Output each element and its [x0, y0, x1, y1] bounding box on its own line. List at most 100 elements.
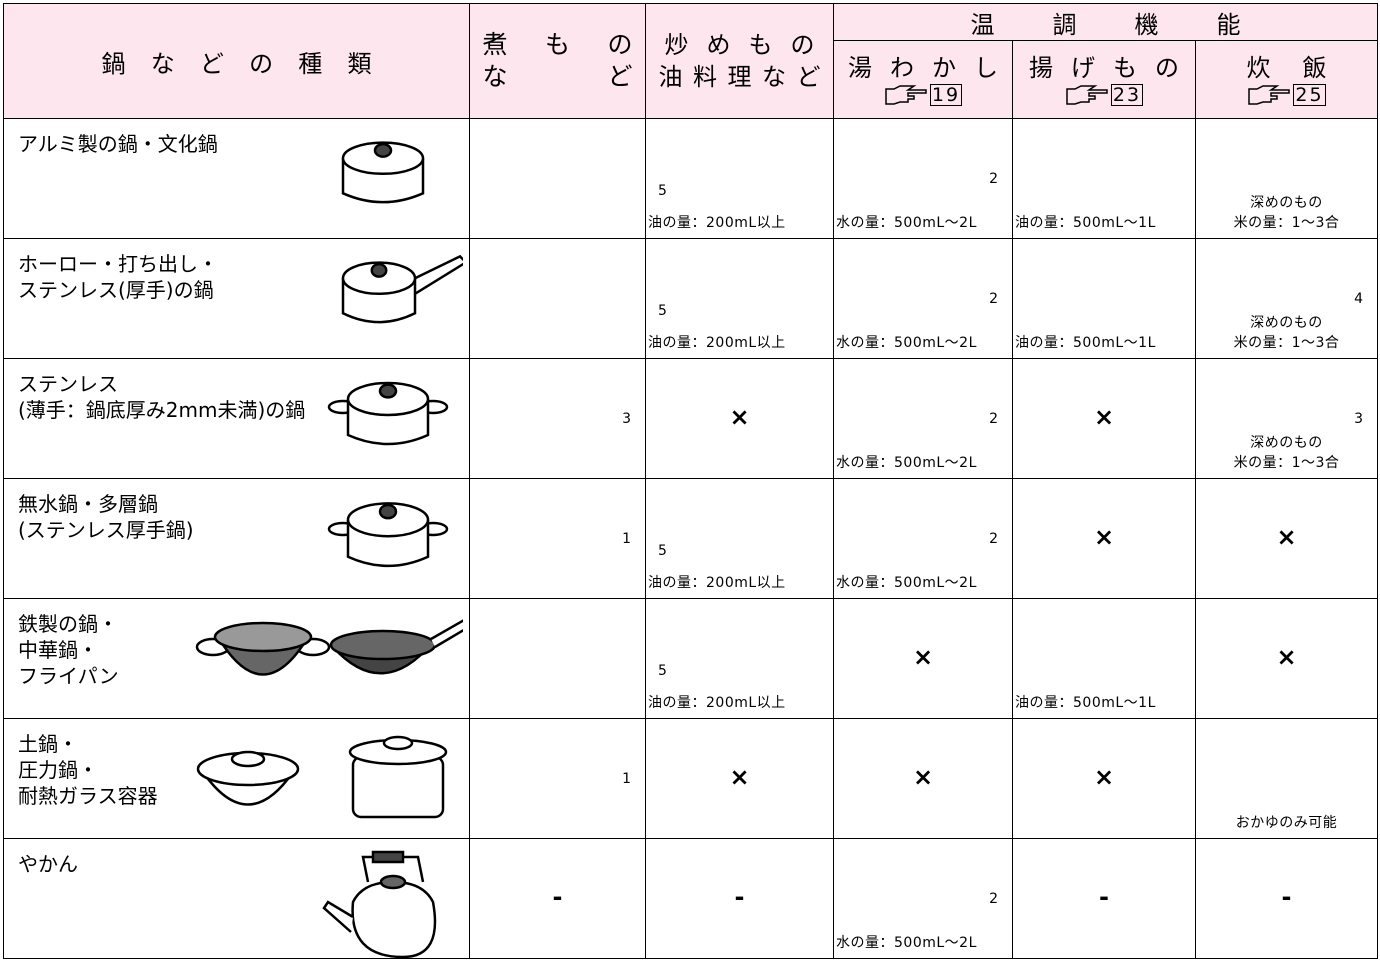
type-cell: 無水鍋・多層鍋 (ステンレス厚手鍋): [3, 478, 470, 599]
header-text: 揚げもの: [1029, 54, 1179, 82]
availability-mark: ×: [1093, 763, 1115, 791]
condition-line: 油の量：200mL以上: [648, 335, 786, 351]
value-cell: おかゆのみ可能: [1194, 718, 1379, 839]
header-nimono: 煮もの など: [469, 3, 646, 119]
value-cell: 5 油の量：200mL以上: [645, 478, 834, 599]
value-cell: ×: [1194, 478, 1379, 599]
condition-text: 深めのもの 米の量：1～3合: [1196, 432, 1377, 472]
value-cell: -: [645, 838, 834, 959]
condition-line: 水の量：500mL～2L: [836, 215, 977, 231]
value-cell: ×: [1012, 718, 1196, 839]
table-row: ホーロー・打ち出し・ ステンレス(厚手)の鍋 5 油の量：200mL以上 2 水の量：5…: [3, 238, 1379, 359]
condition-line: 水の量：500mL～2L: [836, 575, 977, 591]
type-cell: やかん: [3, 838, 470, 959]
type-name-line: ステンレス(厚手)の鍋: [18, 278, 214, 302]
type-name-line: フライパン: [18, 664, 119, 688]
availability-mark: ×: [1276, 643, 1297, 671]
footnote-ref: 2: [989, 531, 998, 547]
value-cell: 5 油の量：200mL以上: [645, 598, 834, 719]
footnote-ref: 5: [658, 663, 667, 679]
value-cell: [469, 238, 646, 359]
header-text: 煮もの: [482, 30, 633, 59]
condition-text: 水の量：500mL～2L: [836, 572, 977, 592]
type-name-line: 鉄製の鍋・: [18, 612, 118, 636]
condition-line: 水の量：500mL～2L: [836, 455, 977, 471]
availability-mark: -: [1281, 883, 1292, 911]
ref-icon: [1066, 85, 1108, 105]
type-name: 無水鍋・多層鍋 (ステンレス厚手鍋): [18, 491, 194, 543]
type-name: ホーロー・打ち出し・ ステンレス(厚手)の鍋: [18, 251, 218, 303]
pot-illustration: [327, 502, 449, 568]
type-name-line: ホーロー・打ち出し・: [18, 252, 218, 276]
header-text: 炊飯: [1246, 54, 1327, 82]
header-text: 鍋などの種類: [101, 49, 372, 78]
condition-text: 油の量：500mL～1L: [1015, 332, 1156, 352]
availability-mark: ×: [729, 403, 750, 431]
footnote-ref: 5: [658, 543, 667, 559]
value-cell: 1: [469, 478, 646, 599]
value-cell: 3 深めのもの 米の量：1～3合: [1194, 358, 1379, 479]
value-cell: ×: [1194, 598, 1379, 719]
condition-text: 水の量：500mL～2L: [836, 212, 977, 232]
condition-text: 油の量：200mL以上: [648, 212, 786, 232]
type-cell: ステンレス (薄手：鍋底厚み2mm未満)の鍋: [3, 358, 470, 479]
condition-line: 米の量：1～3合: [1233, 335, 1340, 351]
availability-mark: ×: [729, 763, 750, 791]
type-cell: ホーロー・打ち出し・ ステンレス(厚手)の鍋: [3, 238, 470, 359]
value-cell: 2 水の量：500mL～2L: [833, 838, 1013, 959]
condition-line: 油の量：500mL～1L: [1015, 695, 1156, 711]
value-cell: -: [1012, 838, 1196, 959]
value-cell: 2 水の量：500mL～2L: [833, 118, 1013, 239]
condition-line: 油の量：200mL以上: [648, 695, 786, 711]
header-text: 油料理など: [658, 63, 821, 91]
availability-mark: -: [734, 883, 745, 911]
header-type: 鍋などの種類: [3, 3, 470, 119]
value-cell: 2 水の量：500mL～2L: [833, 238, 1013, 359]
availability-mark: -: [552, 883, 563, 911]
footnote-ref: 1: [622, 531, 631, 547]
condition-line: 深めのもの: [1250, 435, 1323, 451]
value-cell: [469, 118, 646, 239]
footnote-ref: 5: [658, 183, 667, 199]
condition-line: 油の量：500mL～1L: [1015, 215, 1156, 231]
pot-table: 鍋などの種類 煮もの など 炒めもの 油料理など 温調機能 湯わかし 19 揚げもの 2…: [3, 3, 1379, 959]
condition-text: 油の量：500mL～1L: [1015, 692, 1156, 712]
table-row: やかん - - 2 水の量：500mL～2L - -: [3, 838, 1379, 959]
header-text: など: [482, 62, 633, 91]
condition-text: おかゆのみ可能: [1196, 812, 1377, 832]
value-cell: ×: [833, 718, 1013, 839]
condition-text: 油の量：200mL以上: [648, 692, 786, 712]
table-body: アルミ製の鍋・文化鍋 5 油の量：200mL以上 2 水の量：500mL～2L 油の量：…: [3, 118, 1379, 959]
table-row: ステンレス (薄手：鍋底厚み2mm未満)の鍋 3 × 2 水の量：500mL～2L × 3 深…: [3, 358, 1379, 479]
pot-illustration: [341, 141, 425, 204]
type-cell: 土鍋・ 圧力鍋・ 耐熱ガラス容器: [3, 718, 470, 839]
type-name: ステンレス (薄手：鍋底厚み2mm未満)の鍋: [18, 371, 305, 423]
availability-mark: -: [1099, 883, 1109, 911]
header-ondo: 温調機能: [832, 3, 1379, 41]
value-cell: ×: [1012, 358, 1196, 479]
header-text: 湯わかし: [848, 54, 998, 82]
type-name-line: やかん: [18, 852, 78, 876]
value-cell: 油の量：500mL～1L: [1012, 598, 1196, 719]
value-cell: 深めのもの米の量：1～3合: [1194, 118, 1379, 239]
value-cell: -: [469, 838, 646, 959]
value-cell: 2 水の量：500mL～2L: [833, 358, 1013, 479]
condition-text: 油の量：200mL以上: [648, 332, 786, 352]
value-cell: ×: [1012, 478, 1196, 599]
type-name-line: 土鍋・: [18, 732, 78, 756]
condition-line: 深めのもの: [1250, 195, 1323, 211]
footnote-ref: 2: [989, 411, 998, 427]
ref-number: 23: [1110, 84, 1144, 106]
condition-text: 深めのもの 米の量：1～3合: [1196, 312, 1377, 352]
value-cell: 1: [469, 718, 646, 839]
value-cell: 油の量：500mL～1L: [1012, 118, 1196, 239]
table-row: 無水鍋・多層鍋 (ステンレス厚手鍋) 1 5 油の量：200mL以上 2 水の量：500m…: [3, 478, 1379, 599]
value-cell: ×: [833, 598, 1013, 719]
type-name-line: 無水鍋・多層鍋: [18, 492, 158, 516]
condition-line: 油の量：200mL以上: [648, 215, 786, 231]
condition-text: 深めのもの米の量：1～3合: [1196, 192, 1377, 232]
type-name-line: 中華鍋・: [18, 638, 98, 662]
condition-line: 油の量：200mL以上: [648, 575, 786, 591]
condition-line: 米の量：1～3合: [1233, 215, 1340, 231]
